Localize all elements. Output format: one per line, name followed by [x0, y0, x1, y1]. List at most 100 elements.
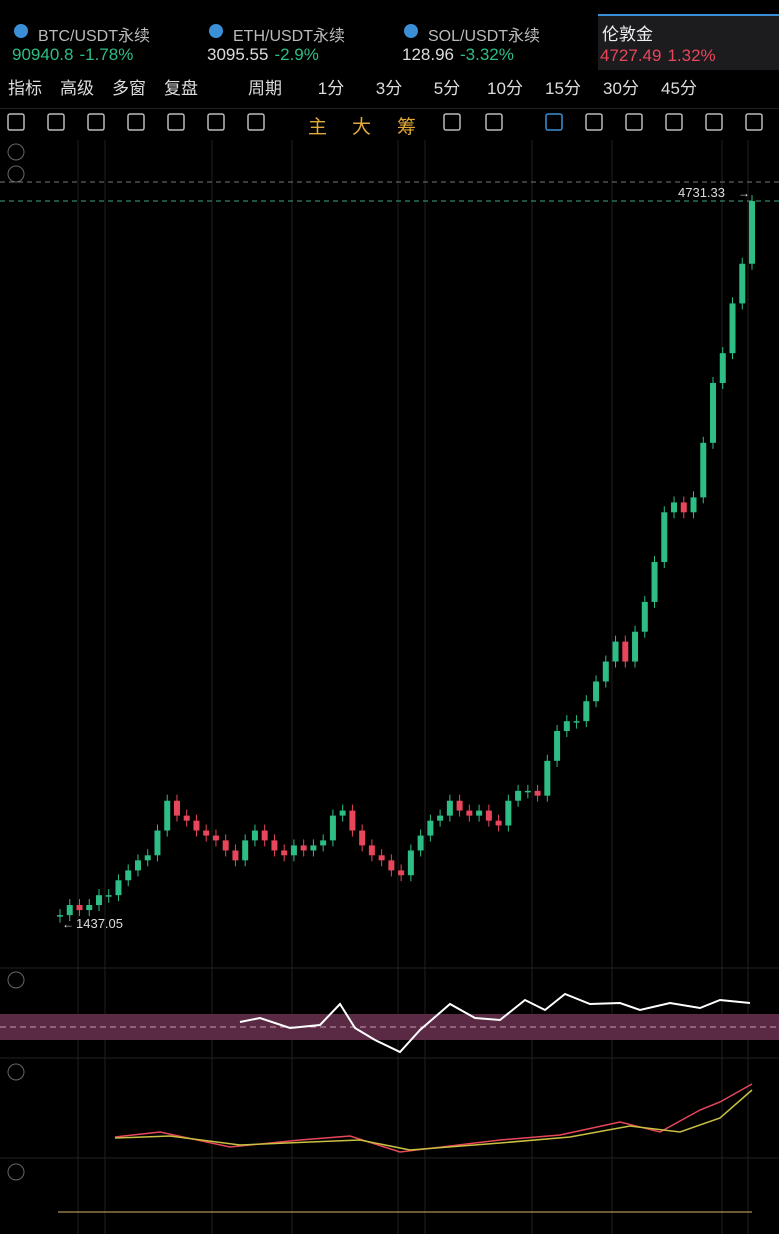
ticker-quote: 128.96 -3.32%: [402, 45, 514, 65]
period-option[interactable]: 3分: [375, 78, 403, 98]
candle: [271, 840, 278, 851]
period-option[interactable]: 5分: [433, 78, 461, 98]
ticker[interactable]: ETH/USDT永续 3095.55 -2.9%: [207, 14, 395, 68]
collapse-icon[interactable]: [7, 971, 25, 989]
candle: [251, 830, 258, 841]
period-option[interactable]: 30分: [603, 78, 639, 98]
ticker-symbol: BTC/USDT永续: [38, 28, 151, 45]
candle: [193, 820, 200, 831]
candle: [154, 830, 161, 856]
period-option[interactable]: 1分: [317, 78, 345, 98]
tool-icon[interactable]: [207, 113, 225, 131]
candle: [388, 860, 395, 871]
collapse-icon[interactable]: [7, 165, 25, 183]
candle: [95, 895, 102, 906]
candle: [680, 502, 687, 513]
candle: [242, 840, 249, 861]
candle: [173, 800, 180, 816]
ticker[interactable]: BTC/USDT永续 90940.8 -1.78%: [12, 14, 200, 68]
ticker-change: -2.9%: [274, 45, 319, 64]
candle: [573, 721, 580, 723]
ticker-symbol: ETH/USDT永续: [233, 28, 346, 45]
period-option[interactable]: 10分: [487, 78, 523, 98]
tool-icon[interactable]: [545, 113, 563, 131]
candle: [232, 850, 239, 861]
tool-icon[interactable]: [47, 113, 65, 131]
candle: [632, 631, 639, 662]
ticker-price: 90940.8: [12, 45, 74, 64]
toolbar-item[interactable]: 高级: [60, 78, 94, 98]
chip-toggle[interactable]: 筹: [397, 117, 417, 138]
signal-line: [114, 1089, 753, 1151]
collapse-icon[interactable]: [7, 1063, 25, 1081]
tool-icon[interactable]: [87, 113, 105, 131]
candle: [212, 835, 219, 841]
period-option[interactable]: 15分: [545, 78, 581, 98]
candle: [86, 905, 93, 911]
candle: [57, 915, 63, 917]
candle: [290, 845, 297, 856]
candle: [446, 800, 453, 816]
period-option[interactable]: 45分: [661, 78, 697, 98]
ticker-symbol: SOL/USDT永续: [428, 28, 541, 45]
tool-icon[interactable]: [625, 113, 643, 131]
tool-icon[interactable]: [443, 113, 461, 131]
collapse-icon[interactable]: [7, 143, 25, 161]
toolbar-item[interactable]: 周期: [248, 78, 282, 98]
candle: [300, 845, 307, 851]
toolbar-item[interactable]: 多窗: [112, 78, 146, 98]
tool-icon[interactable]: [585, 113, 603, 131]
tool-icon[interactable]: [665, 113, 683, 131]
tool-icon[interactable]: [7, 113, 25, 131]
collapse-icon[interactable]: [7, 1163, 25, 1181]
candle: [339, 810, 346, 816]
candle: [534, 790, 541, 796]
chip-toggle[interactable]: 主: [308, 117, 328, 138]
candle: [320, 840, 327, 846]
candle: [456, 800, 463, 811]
candle: [622, 641, 629, 662]
tool-icon[interactable]: [705, 113, 723, 131]
high-label: 4731.33: [678, 185, 725, 200]
candle: [407, 850, 414, 876]
candle: [125, 870, 132, 881]
drawing-toolbar: 主大筹: [0, 108, 779, 139]
chip-toggle[interactable]: 大: [352, 117, 372, 138]
candle: [524, 790, 531, 793]
ticker[interactable]: SOL/USDT永续 128.96 -3.32%: [402, 14, 590, 68]
candle: [719, 353, 726, 383]
ticker-change: 1.32%: [667, 46, 716, 65]
tool-icon[interactable]: [127, 113, 145, 131]
toolbar-item[interactable]: 指标: [8, 78, 42, 98]
candle: [466, 810, 473, 816]
candle: [134, 860, 141, 871]
candle: [222, 840, 229, 851]
ticker[interactable]: 伦敦金 4727.49 1.32%: [598, 14, 779, 70]
arrow: →: [738, 186, 750, 200]
candle: [505, 800, 512, 826]
candle: [710, 382, 717, 443]
ticker-change: -3.32%: [460, 45, 514, 64]
candle: [368, 845, 375, 856]
ticker-price: 4727.49: [600, 46, 662, 65]
tool-icon[interactable]: [247, 113, 265, 131]
ticker-change: -1.78%: [79, 45, 134, 64]
candle: [329, 815, 336, 841]
candle: [700, 442, 707, 498]
ticker-price: 3095.55: [207, 45, 269, 64]
candle: [144, 855, 151, 861]
toolbar-item[interactable]: 复盘: [164, 78, 198, 98]
candle: [417, 835, 424, 851]
candle: [593, 681, 600, 702]
candle: [602, 661, 609, 682]
tool-icon[interactable]: [485, 113, 503, 131]
tool-icon[interactable]: [167, 113, 185, 131]
candle: [641, 601, 648, 632]
candle: [739, 263, 746, 304]
candle: [115, 880, 122, 896]
candle: [183, 815, 190, 821]
macd-line: [114, 1083, 753, 1153]
candle: [612, 641, 619, 662]
tool-icon[interactable]: [745, 113, 763, 131]
candle: [427, 820, 434, 836]
